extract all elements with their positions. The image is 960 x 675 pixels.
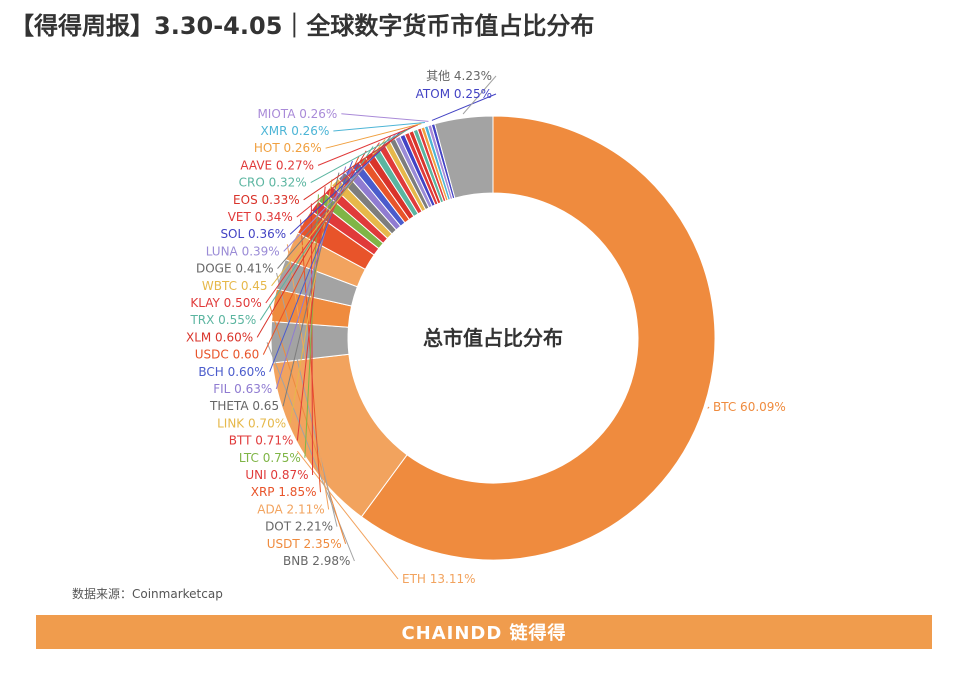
label-klay: KLAY 0.50% (190, 296, 261, 310)
label-leaders (256, 75, 710, 580)
leader-xlm (256, 150, 367, 338)
leader-cro (310, 125, 415, 184)
label-vet: VET 0.34% (228, 210, 293, 224)
label-bnb: BNB 2.98% (283, 554, 350, 568)
brand-banner: CHAINDD 链得得 (36, 615, 932, 649)
label-luna: LUNA 0.39% (206, 244, 280, 258)
label-usdt: USDT 2.35% (267, 537, 342, 551)
label-fil: FIL 0.63% (213, 382, 272, 396)
label-xmr: XMR 0.26% (261, 124, 330, 138)
leader-dot (276, 272, 338, 527)
label-eth: ETH 13.11% (402, 572, 476, 586)
label-theta: THETA 0.65 (209, 399, 279, 413)
donut-chart: BTC 60.09% ETH 13.11% BNB 2.98% USDT 2.35% D… (186, 69, 786, 586)
label-doge: DOGE 0.41% (196, 262, 274, 276)
leader-atom (431, 93, 497, 121)
data-source-note: 数据来源：Coinmarketcap (72, 587, 223, 601)
leader-ada (286, 244, 330, 510)
label-bch: BCH 0.60% (198, 365, 265, 379)
label-btc: BTC 60.09% (713, 400, 786, 414)
leader-fil (275, 166, 347, 390)
label-aave: AAVE 0.27% (240, 158, 314, 172)
label-dot: DOT 2.21% (265, 520, 333, 534)
leader-vet (296, 129, 406, 218)
label-xrp: XRP 1.85% (251, 485, 317, 499)
label-ada: ADA 2.11% (257, 502, 324, 516)
leader-eth (296, 450, 399, 580)
label-usdc: USDC 0.60 (195, 348, 260, 362)
label-hot: HOT 0.26% (254, 141, 322, 155)
label-atom: ATOM 0.25% (416, 87, 492, 101)
slice-btc (360, 115, 716, 561)
label-wbtc: WBTC 0.45 (202, 279, 268, 293)
leader-xmr (333, 122, 425, 132)
label-其他: 其他 4.23% (426, 69, 492, 83)
label-uni: UNI 0.87% (245, 468, 308, 482)
slice-labels: BTC 60.09% ETH 13.11% BNB 2.98% USDT 2.35% D… (186, 69, 786, 586)
leader-bch (269, 160, 353, 372)
leader-eos (303, 127, 410, 201)
leader-其他 (462, 75, 497, 115)
label-ltc: LTC 0.75% (239, 451, 301, 465)
chart-title: 【得得周报】3.30-4.05｜全球数字货币市值占比分布 (10, 12, 595, 40)
slice-其他 (434, 115, 494, 199)
label-xlm: XLM 0.60% (186, 330, 253, 344)
label-cro: CRO 0.32% (239, 176, 307, 190)
label-link: LINK 0.70% (217, 416, 286, 430)
label-miota: MIOTA 0.26% (257, 107, 337, 121)
leader-ltc (304, 194, 319, 458)
leader-btc (707, 406, 710, 409)
label-sol: SOL 0.36% (220, 227, 286, 241)
label-eos: EOS 0.33% (233, 193, 300, 207)
leader-usdt (269, 304, 347, 544)
label-btt: BTT 0.71% (229, 434, 294, 448)
leader-miota (341, 113, 429, 122)
leader-hot (325, 123, 422, 149)
donut-center-label: 总市值占比分布 (423, 326, 563, 350)
label-trx: TRX 0.55% (189, 313, 256, 327)
brand-banner-text: CHAINDD 链得得 (401, 623, 567, 644)
leader-aave (317, 124, 419, 166)
leader-uni (310, 203, 314, 476)
